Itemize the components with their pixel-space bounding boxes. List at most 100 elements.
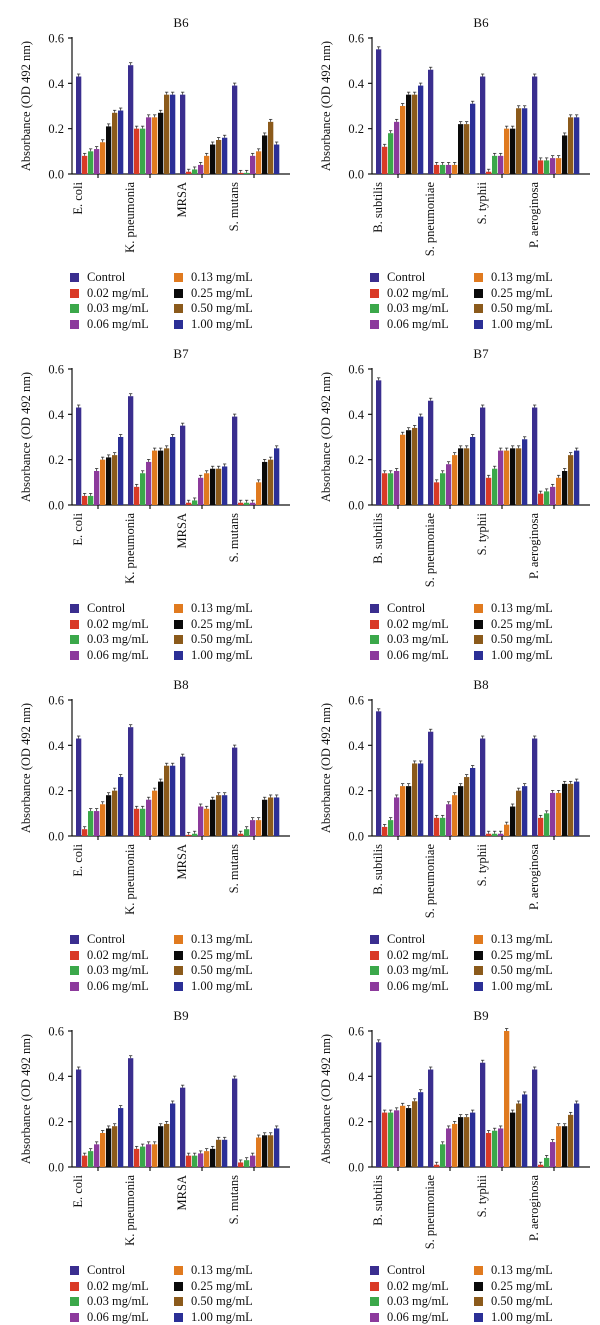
bar — [544, 491, 550, 505]
legend-label: 0.25 mg/mL — [191, 947, 253, 962]
chart-svg: B9 Absorbance (OD 492 nm) 0.0 0.2 0.4 0.6 E. c… — [19, 1008, 290, 1246]
bar — [388, 1112, 394, 1167]
bar — [480, 76, 486, 174]
legend-label: Control — [387, 932, 426, 946]
bar — [452, 795, 458, 836]
legend-label: 0.50 mg/mL — [491, 632, 553, 646]
legend-label: 0.02 mg/mL — [87, 616, 149, 631]
bar — [180, 94, 186, 174]
legend-swatch — [474, 1297, 483, 1306]
bar — [140, 128, 146, 174]
y-tick-label: 0.4 — [48, 1070, 64, 1084]
y-tick-label: 0.0 — [348, 499, 364, 513]
bar — [268, 797, 274, 836]
legend-swatch — [70, 619, 79, 629]
bar — [152, 1144, 158, 1167]
bar — [480, 1062, 486, 1167]
legend-swatch — [370, 635, 379, 644]
bar — [198, 806, 204, 836]
legend-label: Control — [387, 601, 426, 615]
bar — [198, 164, 204, 174]
y-tick-label: 0.4 — [348, 1070, 364, 1084]
legend-label: 0.02 mg/mL — [87, 947, 149, 962]
bar — [222, 795, 228, 836]
chart-svg: B7 Absorbance (OD 492 nm) 0.0 0.2 0.4 0.6 B. s… — [319, 346, 590, 587]
bar — [470, 103, 476, 174]
legend-label: 0.50 mg/mL — [491, 963, 553, 977]
y-tick-label: 0.2 — [348, 1115, 364, 1129]
bar — [532, 1069, 538, 1167]
bar — [250, 155, 256, 174]
bar — [256, 482, 262, 505]
bar — [574, 1103, 580, 1167]
legend-swatch — [70, 319, 79, 329]
bar — [480, 738, 486, 836]
y-axis-label: Absorbance (OD 492 nm) — [19, 372, 33, 502]
bar — [504, 128, 510, 174]
legend-label: 1.00 mg/mL — [191, 316, 253, 331]
bar — [82, 829, 88, 836]
y-axis-label: Absorbance (OD 492 nm) — [19, 703, 33, 833]
chart-title: B7 — [173, 346, 189, 361]
bar — [170, 1103, 176, 1167]
bar — [232, 1078, 238, 1167]
bar — [376, 711, 382, 836]
legend-swatch — [70, 304, 79, 313]
bar — [492, 1130, 498, 1167]
legend-swatch — [174, 950, 183, 960]
bar — [128, 65, 134, 174]
chart-svg: B9 Absorbance (OD 492 nm) 0.0 0.2 0.4 0.6 B. s… — [319, 1008, 590, 1249]
bar — [480, 407, 486, 505]
x-tick-label: B. subtilis — [371, 1175, 385, 1226]
bar — [516, 108, 522, 174]
legend-swatch — [70, 1266, 79, 1275]
legend-swatch — [70, 604, 79, 613]
legend-swatch — [370, 1297, 379, 1306]
bar — [550, 486, 556, 505]
legend: Control 0.02 mg/mL 0.03 mg/mL 0.06 mg/mL 0.1… — [370, 1263, 600, 1325]
bar — [412, 94, 418, 174]
legend-swatch — [474, 604, 483, 613]
bar — [146, 799, 152, 836]
bar — [516, 1103, 522, 1167]
bar — [376, 49, 382, 175]
x-tick-label: K. pneumonia — [123, 513, 137, 584]
bar — [446, 164, 452, 174]
bar — [76, 738, 82, 836]
bar — [244, 502, 250, 505]
legend-label: 1.00 mg/mL — [491, 316, 553, 331]
x-tick-label: S. typhii — [475, 1174, 489, 1217]
x-tick-label: B. subtilis — [371, 844, 385, 895]
bar — [210, 144, 216, 174]
bar — [118, 1108, 124, 1167]
bar — [532, 738, 538, 836]
bar — [504, 824, 510, 836]
bar — [88, 1151, 94, 1167]
bar — [232, 747, 238, 836]
bar — [400, 106, 406, 174]
bar — [382, 826, 388, 836]
legend-label: 0.25 mg/mL — [191, 1278, 253, 1293]
legend: Control 0.02 mg/mL 0.03 mg/mL 0.06 mg/mL 0.1… — [70, 1263, 300, 1325]
bar — [538, 1164, 544, 1167]
legend-swatch — [474, 935, 483, 944]
bar — [192, 833, 198, 836]
bar — [238, 502, 244, 505]
legend-swatch — [70, 273, 79, 282]
bar — [388, 133, 394, 174]
bar — [216, 468, 222, 505]
legend-swatch — [370, 288, 379, 298]
bar — [532, 76, 538, 174]
bar — [238, 833, 244, 836]
bar — [94, 149, 100, 174]
chart-title: B8 — [173, 677, 188, 692]
bar — [134, 1148, 140, 1167]
bar — [250, 1155, 256, 1167]
legend-swatch — [70, 950, 79, 960]
bar — [440, 1144, 446, 1167]
y-tick-label: 0.2 — [48, 453, 64, 467]
bar — [216, 1139, 222, 1167]
bar — [262, 461, 268, 505]
y-axis-label: Absorbance (OD 492 nm) — [319, 703, 333, 833]
y-tick-label: 0.0 — [48, 830, 64, 844]
